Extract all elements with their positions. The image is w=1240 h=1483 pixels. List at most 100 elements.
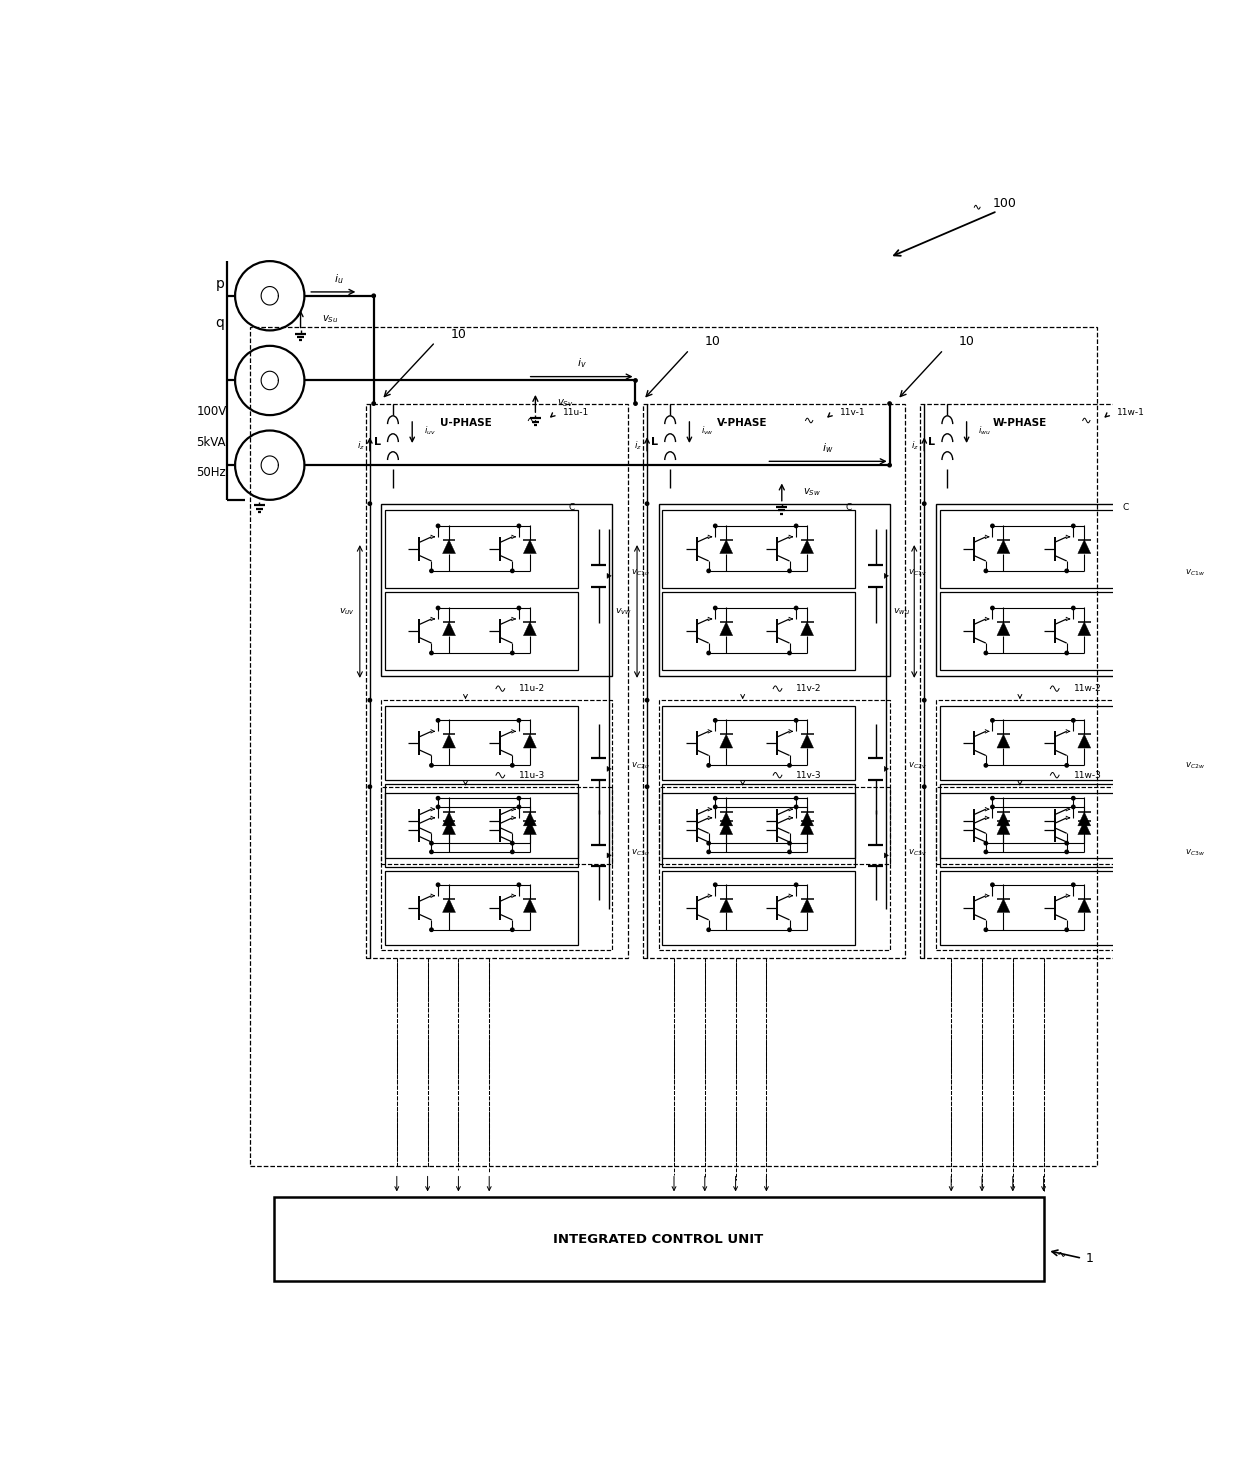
Circle shape — [795, 882, 797, 887]
Circle shape — [991, 607, 994, 610]
Text: $i_{uv}$: $i_{uv}$ — [424, 424, 435, 437]
Circle shape — [372, 402, 376, 405]
Polygon shape — [443, 734, 455, 747]
Text: 1: 1 — [1086, 1252, 1094, 1265]
Circle shape — [430, 764, 433, 767]
Circle shape — [985, 569, 987, 572]
Bar — [936, 786, 1167, 951]
Bar — [920, 403, 1182, 958]
Circle shape — [985, 764, 987, 767]
Polygon shape — [719, 813, 733, 826]
Bar — [382, 504, 613, 676]
Text: $i_z$: $i_z$ — [634, 439, 642, 452]
Bar — [662, 592, 854, 670]
Text: 11u-2: 11u-2 — [520, 684, 546, 693]
Polygon shape — [801, 621, 813, 636]
Circle shape — [436, 719, 440, 722]
Text: 11w-2: 11w-2 — [1074, 684, 1101, 693]
Text: $v_{C3w}$: $v_{C3w}$ — [1185, 847, 1205, 857]
Circle shape — [368, 698, 372, 701]
Text: 11w-1: 11w-1 — [1117, 408, 1146, 417]
Polygon shape — [1078, 820, 1091, 835]
Circle shape — [787, 841, 791, 845]
Text: $i_w$: $i_w$ — [822, 442, 833, 455]
Text: $i_z$: $i_z$ — [357, 439, 365, 452]
Polygon shape — [801, 813, 813, 826]
Circle shape — [888, 464, 892, 467]
Circle shape — [985, 928, 987, 931]
Bar — [662, 510, 854, 589]
Circle shape — [517, 607, 521, 610]
Polygon shape — [801, 820, 813, 835]
Circle shape — [1065, 569, 1069, 572]
Circle shape — [436, 805, 440, 808]
Polygon shape — [523, 540, 537, 553]
Circle shape — [795, 805, 797, 808]
Circle shape — [372, 294, 376, 298]
Polygon shape — [1078, 540, 1091, 553]
Text: 11v-1: 11v-1 — [841, 408, 866, 417]
Circle shape — [713, 882, 717, 887]
Circle shape — [787, 569, 791, 572]
Bar — [940, 871, 1132, 945]
Circle shape — [517, 805, 521, 808]
Polygon shape — [523, 734, 537, 747]
Text: 100V: 100V — [197, 405, 227, 418]
Polygon shape — [997, 899, 1009, 912]
Circle shape — [713, 607, 717, 610]
Bar — [940, 706, 1132, 780]
Text: $v_{C1w}$: $v_{C1w}$ — [1185, 568, 1205, 578]
Circle shape — [707, 764, 711, 767]
Bar — [274, 1197, 1044, 1281]
Polygon shape — [1078, 734, 1091, 747]
Circle shape — [991, 523, 994, 528]
Bar — [662, 871, 854, 945]
Bar — [662, 785, 854, 859]
Text: $i_z$: $i_z$ — [911, 439, 919, 452]
Text: INTEGRATED CONTROL UNIT: INTEGRATED CONTROL UNIT — [553, 1232, 764, 1246]
Bar — [386, 793, 578, 868]
Text: $i_{vw}$: $i_{vw}$ — [701, 424, 714, 437]
Polygon shape — [443, 820, 455, 835]
Circle shape — [511, 651, 515, 654]
Polygon shape — [1162, 767, 1166, 771]
Bar — [658, 700, 889, 863]
Polygon shape — [523, 899, 537, 912]
Text: $v_{C2w}$: $v_{C2w}$ — [1185, 761, 1205, 771]
Text: $v_{C3v}$: $v_{C3v}$ — [908, 847, 926, 857]
Circle shape — [1065, 841, 1069, 845]
Circle shape — [436, 882, 440, 887]
Circle shape — [645, 501, 649, 506]
Bar — [658, 786, 889, 951]
Circle shape — [991, 796, 994, 799]
Text: $v_{vw}$: $v_{vw}$ — [615, 607, 632, 617]
Polygon shape — [1162, 574, 1166, 578]
Text: 50Hz: 50Hz — [197, 466, 227, 479]
Text: $v_{uv}$: $v_{uv}$ — [339, 607, 355, 617]
Circle shape — [985, 841, 987, 845]
Circle shape — [707, 850, 711, 854]
Circle shape — [985, 651, 987, 654]
Polygon shape — [1078, 899, 1091, 912]
Polygon shape — [884, 853, 889, 859]
Text: $v_{wu}$: $v_{wu}$ — [893, 607, 910, 617]
Text: U-PHASE: U-PHASE — [440, 418, 491, 427]
Text: $v_{Su}$: $v_{Su}$ — [322, 313, 339, 325]
Polygon shape — [523, 820, 537, 835]
Polygon shape — [801, 734, 813, 747]
Polygon shape — [1078, 813, 1091, 826]
Circle shape — [713, 796, 717, 799]
Circle shape — [923, 698, 926, 701]
Text: 100: 100 — [993, 197, 1017, 211]
Bar — [386, 871, 578, 945]
Circle shape — [1071, 607, 1075, 610]
Circle shape — [368, 785, 372, 789]
Bar — [936, 504, 1167, 676]
Bar — [662, 706, 854, 780]
Circle shape — [707, 841, 711, 845]
Polygon shape — [1078, 621, 1091, 636]
Circle shape — [795, 523, 797, 528]
Bar — [386, 592, 578, 670]
Bar — [940, 785, 1132, 859]
Bar — [940, 592, 1132, 670]
